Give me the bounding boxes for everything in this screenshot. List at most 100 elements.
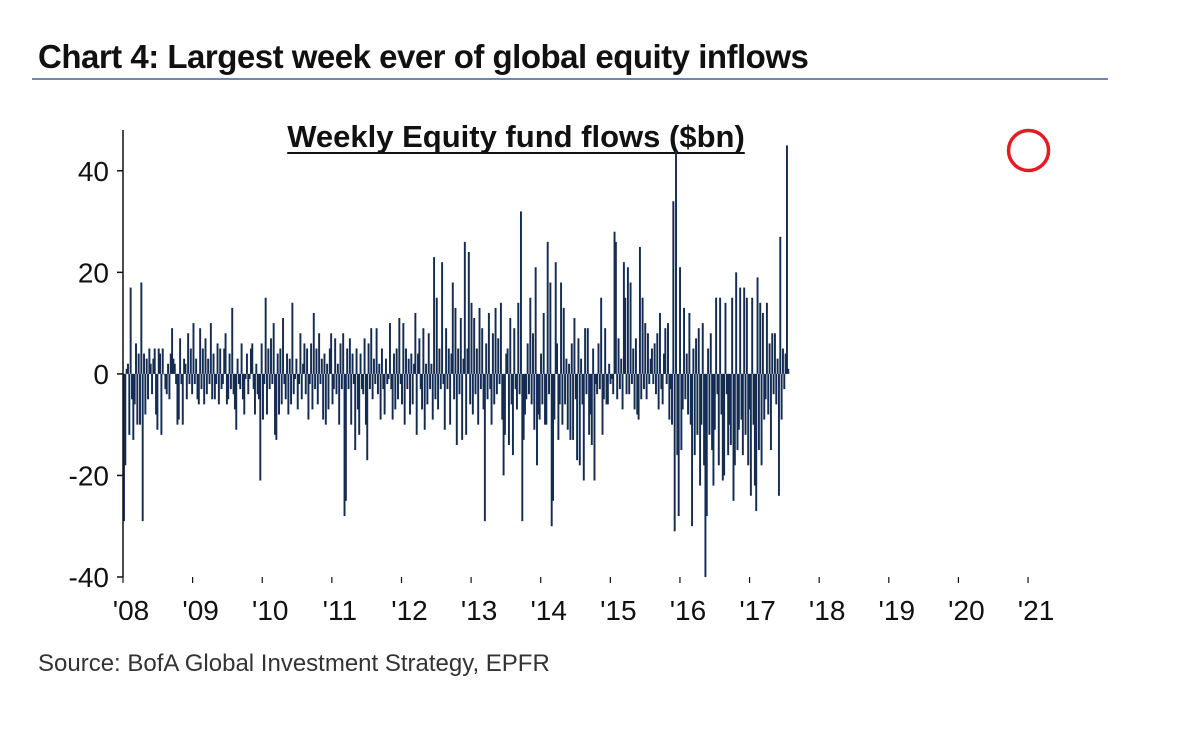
bar (756, 277, 759, 374)
bar (320, 358, 323, 374)
bar (288, 358, 291, 374)
bar (275, 373, 278, 440)
bar (418, 338, 421, 374)
bar (278, 373, 280, 415)
bar (673, 373, 676, 532)
bar (717, 373, 720, 466)
bar (203, 373, 206, 405)
bar (455, 373, 458, 445)
bar (399, 373, 402, 385)
bar (262, 373, 264, 420)
bar (326, 363, 329, 374)
bar (183, 358, 186, 374)
bar (649, 358, 652, 374)
bar (633, 373, 636, 410)
bar (287, 373, 290, 415)
bar (302, 363, 305, 374)
bar (656, 333, 659, 374)
bar (598, 373, 601, 390)
bar (771, 333, 774, 374)
bar (153, 348, 156, 374)
bar (411, 373, 414, 405)
bar (307, 373, 310, 420)
bar (387, 373, 390, 379)
bar (502, 373, 505, 476)
bar (286, 353, 289, 374)
bar (655, 373, 657, 395)
bar (479, 373, 482, 390)
bar (316, 373, 319, 405)
bar (760, 373, 763, 466)
bar (780, 373, 783, 420)
bar (141, 373, 144, 522)
bar (732, 373, 735, 501)
bar (219, 348, 222, 374)
bar (394, 373, 397, 410)
bar (629, 282, 632, 374)
bar (605, 373, 608, 405)
bar (745, 297, 748, 374)
bar (171, 328, 174, 374)
bar (677, 373, 680, 517)
bar (228, 353, 231, 374)
bar (433, 257, 436, 374)
bar (131, 373, 133, 400)
bar (536, 373, 538, 466)
bar (487, 312, 490, 374)
bar (637, 373, 640, 420)
bar (233, 373, 236, 410)
source-note: Source: BofA Global Investment Strategy,… (38, 650, 550, 677)
bar (565, 358, 568, 374)
bar (342, 333, 345, 374)
bar (386, 373, 389, 385)
bar (224, 333, 227, 374)
bar (608, 363, 611, 374)
bar (602, 373, 605, 400)
bar (144, 373, 147, 415)
bar (253, 373, 256, 415)
bar (703, 373, 706, 466)
bar (383, 373, 386, 415)
bar (562, 307, 565, 374)
bar (201, 348, 204, 374)
bar (168, 373, 171, 400)
bar (336, 363, 339, 374)
bar (606, 373, 609, 405)
bar (173, 363, 176, 374)
bar (594, 373, 597, 385)
bar (303, 343, 306, 374)
bar (368, 373, 371, 390)
bar (380, 348, 383, 374)
bar (630, 373, 633, 385)
bar (132, 373, 135, 440)
bar (366, 373, 369, 461)
bar (621, 373, 624, 410)
bar (384, 358, 387, 374)
bar (370, 328, 373, 374)
bar (375, 328, 378, 374)
bar (749, 373, 752, 496)
bar (618, 373, 621, 390)
bar (355, 348, 358, 374)
bar (537, 373, 540, 415)
bar (298, 373, 301, 385)
bar (701, 323, 704, 374)
bar (425, 363, 428, 374)
bar (495, 373, 498, 395)
bar (604, 328, 607, 374)
bar (489, 373, 492, 390)
bar (564, 373, 567, 405)
bar (172, 358, 175, 374)
bar (200, 373, 203, 390)
bar (447, 348, 450, 374)
bar (220, 373, 223, 390)
y-tick-label: -40 (69, 562, 109, 593)
bar (282, 318, 284, 374)
bar (283, 373, 286, 385)
bar (160, 373, 163, 435)
bar (685, 353, 688, 374)
bar (557, 373, 560, 440)
bar (526, 343, 529, 374)
bar (123, 373, 125, 522)
bar (697, 328, 700, 374)
